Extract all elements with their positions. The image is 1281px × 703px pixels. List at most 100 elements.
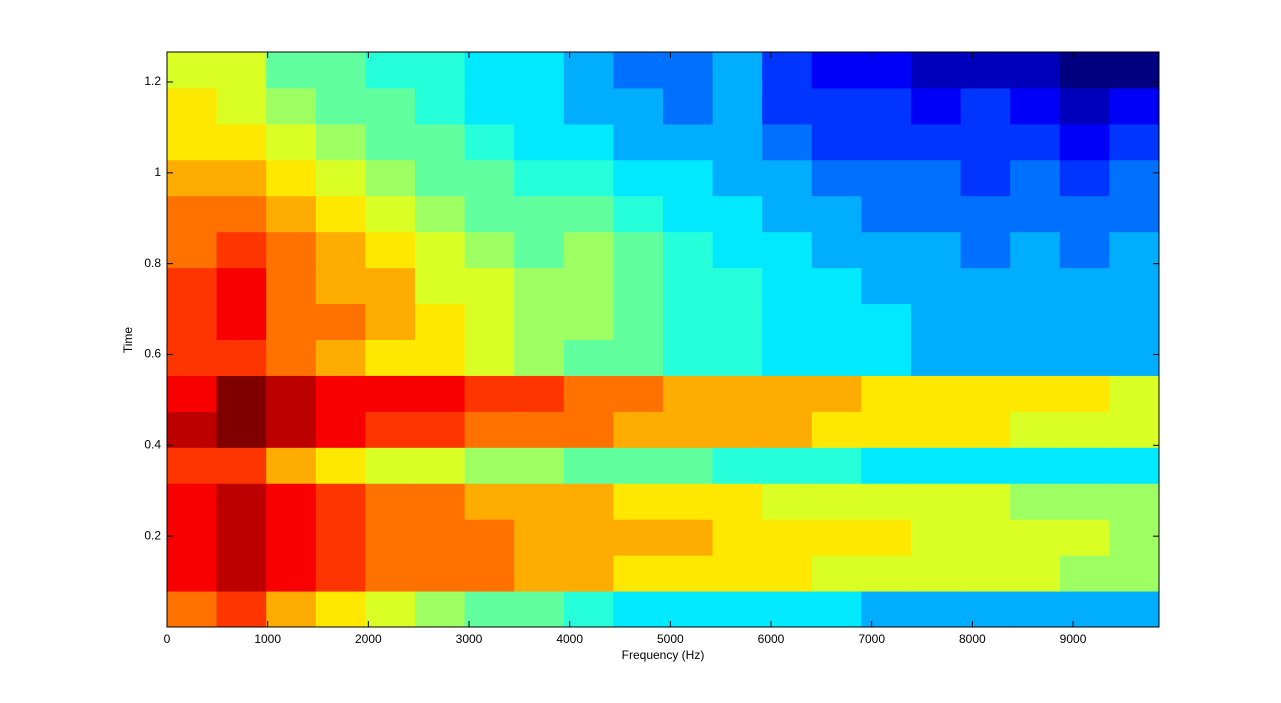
heatmap-cell <box>1109 267 1160 305</box>
heatmap-cell <box>1010 52 1061 89</box>
heatmap-cell <box>861 483 912 520</box>
heatmap-cell <box>663 267 714 305</box>
heatmap-cell <box>861 195 912 233</box>
heatmap-cell <box>514 123 565 161</box>
heatmap-cell <box>1059 159 1110 197</box>
heatmap-cell <box>1010 303 1061 340</box>
heatmap-cell <box>1059 375 1110 412</box>
heatmap-cell <box>1010 483 1061 520</box>
heatmap-cell <box>663 52 714 89</box>
heatmap-cell <box>960 52 1011 89</box>
heatmap-cell <box>712 339 763 376</box>
y-tick-label: 0.8 <box>144 256 161 270</box>
heatmap-cell <box>663 303 714 340</box>
heatmap-cell <box>762 267 813 305</box>
heatmap-cell <box>315 87 366 125</box>
heatmap-cell <box>415 411 466 448</box>
heatmap-cell <box>464 447 515 484</box>
heatmap-cell <box>514 87 565 125</box>
heatmap-cell <box>1010 339 1061 376</box>
heatmap-cell <box>1109 52 1160 89</box>
heatmap-cell <box>216 447 267 484</box>
heatmap-cell <box>563 267 614 305</box>
heatmap-cell <box>960 267 1011 305</box>
heatmap-cell <box>365 123 416 161</box>
heatmap-cell <box>663 123 714 161</box>
heatmap-cell <box>811 519 862 556</box>
x-tick-label: 3000 <box>456 632 483 646</box>
heatmap-cell <box>911 447 962 484</box>
heatmap-cell <box>266 267 317 305</box>
x-tick-label: 5000 <box>657 632 684 646</box>
heatmap-cell <box>811 123 862 161</box>
heatmap-cell <box>861 87 912 125</box>
x-tick-label: 4000 <box>556 632 583 646</box>
heatmap-cell <box>861 591 912 628</box>
x-tick-label: 9000 <box>1060 632 1087 646</box>
heatmap-cell <box>712 267 763 305</box>
heatmap-cell <box>216 555 267 592</box>
heatmap-cell <box>911 87 962 125</box>
heatmap-cell <box>712 52 763 89</box>
heatmap-cell <box>762 87 813 125</box>
heatmap-cell <box>911 519 962 556</box>
heatmap-cell <box>1059 519 1110 556</box>
heatmap-cell <box>415 267 466 305</box>
heatmap-cell <box>811 483 862 520</box>
heatmap-cell <box>663 159 714 197</box>
heatmap-cell <box>960 195 1011 233</box>
heatmap-cell <box>613 375 664 412</box>
heatmap-cell <box>613 267 664 305</box>
heatmap-cell <box>613 52 664 89</box>
heatmap-cell <box>663 483 714 520</box>
heatmap-cell <box>861 303 912 340</box>
heatmap-cell <box>1010 87 1061 125</box>
heatmap-cell <box>1109 159 1160 197</box>
heatmap-cell <box>266 447 317 484</box>
heatmap-cell <box>1059 195 1110 233</box>
heatmap-cell <box>960 411 1011 448</box>
heatmap-cell <box>216 87 267 125</box>
heatmap-cell <box>762 339 813 376</box>
heatmap-cell <box>762 375 813 412</box>
heatmap-cell <box>514 159 565 197</box>
heatmap-cell <box>613 123 664 161</box>
heatmap-cell <box>663 519 714 556</box>
heatmap-cell <box>415 303 466 340</box>
heatmap-cell <box>216 375 267 412</box>
heatmap-cell <box>811 267 862 305</box>
heatmap-cell <box>1109 303 1160 340</box>
y-tick-label: 1.2 <box>144 74 161 88</box>
heatmap-cell <box>1109 447 1160 484</box>
heatmap-cell <box>167 339 218 376</box>
y-tick-label: 0.4 <box>144 437 161 451</box>
heatmap-cell <box>464 339 515 376</box>
heatmap-cell <box>663 411 714 448</box>
heatmap-cell <box>762 52 813 89</box>
heatmap-cell <box>1059 267 1110 305</box>
heatmap <box>167 52 1160 628</box>
heatmap-cell <box>960 375 1011 412</box>
heatmap-cell <box>1059 303 1110 340</box>
heatmap-cell <box>365 231 416 269</box>
heatmap-cell <box>960 519 1011 556</box>
heatmap-cell <box>266 555 317 592</box>
heatmap-cell <box>663 591 714 628</box>
heatmap-cell <box>911 195 962 233</box>
heatmap-cell <box>563 591 614 628</box>
heatmap-cell <box>365 303 416 340</box>
heatmap-cell <box>811 87 862 125</box>
heatmap-cell <box>663 375 714 412</box>
heatmap-cell <box>960 483 1011 520</box>
heatmap-cell <box>167 447 218 484</box>
heatmap-cell <box>464 483 515 520</box>
heatmap-cell <box>365 447 416 484</box>
x-tick-label: 1000 <box>254 632 281 646</box>
heatmap-cell <box>613 87 664 125</box>
heatmap-cell <box>1059 231 1110 269</box>
heatmap-cell <box>167 231 218 269</box>
heatmap-cell <box>266 231 317 269</box>
heatmap-cell <box>960 159 1011 197</box>
heatmap-cell <box>216 339 267 376</box>
heatmap-cell <box>216 159 267 197</box>
